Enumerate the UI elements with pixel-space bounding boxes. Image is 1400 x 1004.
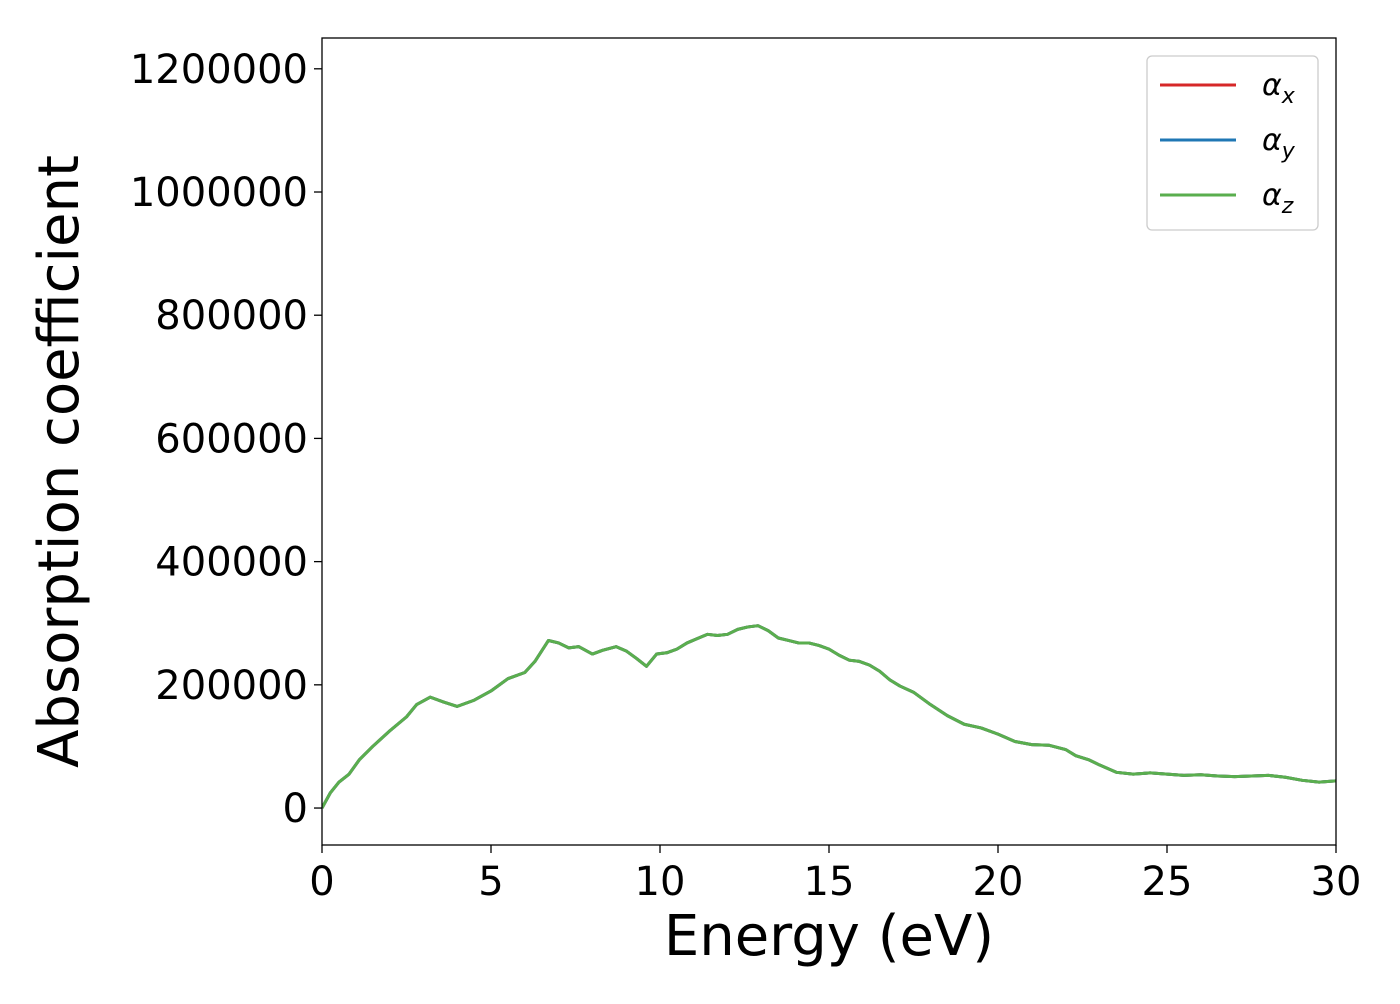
x-tick-label: 30 bbox=[1311, 859, 1362, 905]
y-tick-label: 400000 bbox=[155, 540, 308, 586]
legend-label-y: αy bbox=[1262, 123, 1296, 164]
y-tick-label: 800000 bbox=[155, 293, 308, 339]
x-tick-label: 5 bbox=[478, 859, 503, 905]
x-tick-label: 25 bbox=[1142, 859, 1193, 905]
x-tick-label: 15 bbox=[804, 859, 855, 905]
x-tick-label: 10 bbox=[635, 859, 686, 905]
x-axis-label: Energy (eV) bbox=[664, 904, 994, 969]
legend-symbol: α bbox=[1262, 123, 1282, 158]
legend-box bbox=[1146, 55, 1319, 231]
legend-symbol: α bbox=[1262, 178, 1282, 213]
legend-label-x: αx bbox=[1262, 68, 1296, 109]
legend-subscript: z bbox=[1281, 194, 1294, 219]
x-axis-ticks: 0 5 10 15 20 25 30 bbox=[309, 845, 1361, 905]
y-tick-label: 1000000 bbox=[130, 170, 308, 216]
legend-symbol: α bbox=[1262, 68, 1282, 103]
y-axis-ticks: 0 200000 400000 600000 800000 1000000 1200000 bbox=[130, 47, 322, 832]
legend-subscript: y bbox=[1281, 139, 1296, 164]
y-axis-label: Absorption coefficient bbox=[27, 155, 92, 768]
legend-label-z: αz bbox=[1262, 178, 1294, 219]
y-tick-label: 1200000 bbox=[130, 47, 308, 93]
x-tick-label: 20 bbox=[973, 859, 1024, 905]
series-layer bbox=[322, 624, 1336, 809]
series-line-z bbox=[322, 624, 1336, 809]
legend-subscript: x bbox=[1281, 84, 1296, 109]
y-tick-label: 600000 bbox=[155, 416, 308, 462]
x-tick-label: 0 bbox=[309, 859, 334, 905]
y-tick-label: 0 bbox=[283, 786, 308, 832]
y-tick-label: 200000 bbox=[155, 663, 308, 709]
